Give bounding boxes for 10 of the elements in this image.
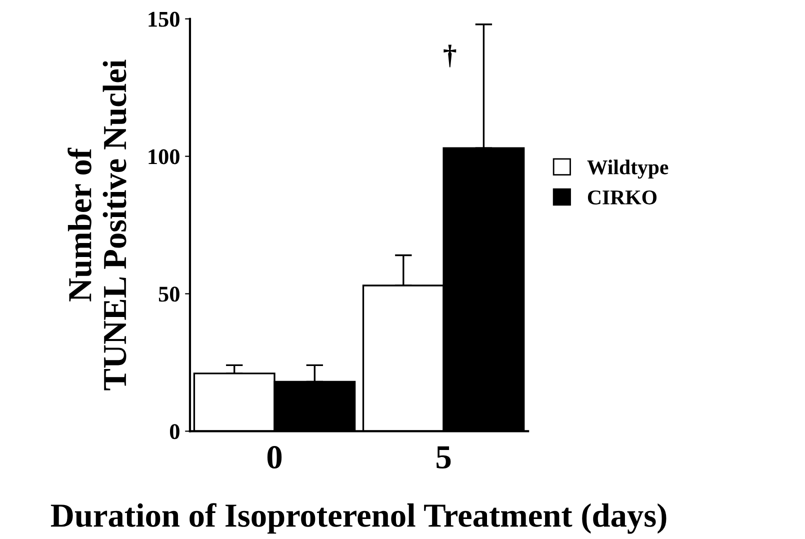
y-axis-title: Number of TUNEL Positive Nuclei xyxy=(68,60,126,390)
y-tick-label: 150 xyxy=(148,12,180,27)
y-tick-label: 50 xyxy=(158,286,180,302)
y-tick-label: 0 xyxy=(170,424,180,440)
legend-label: CIRKO xyxy=(588,190,657,204)
x-tick-label: 5 xyxy=(436,446,451,469)
annotation: † xyxy=(444,44,456,68)
legend-label: Wildtype xyxy=(587,160,668,179)
x-axis-title: Duration of Isoproterenol Treatment (days) xyxy=(50,503,666,534)
y-tick-label: 100 xyxy=(148,149,180,164)
